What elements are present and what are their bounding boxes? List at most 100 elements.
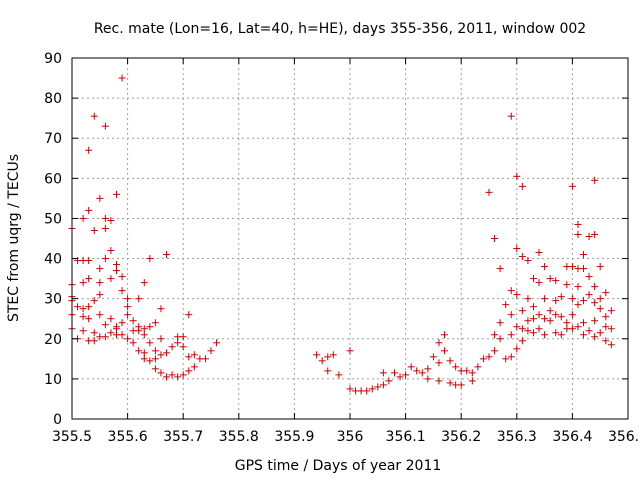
data-point: [329, 351, 337, 359]
data-point: [468, 369, 476, 377]
data-point: [151, 355, 159, 363]
data-point: [168, 343, 176, 351]
x-tick-label: 356.3: [497, 429, 537, 445]
x-tick-label: 356.4: [552, 429, 592, 445]
data-point: [568, 325, 576, 333]
data-point: [118, 74, 126, 82]
data-point: [507, 287, 515, 295]
y-axis-label: STEC from uqrg / TECUs: [6, 154, 22, 322]
data-point: [541, 315, 549, 323]
data-point: [496, 319, 504, 327]
data-point: [363, 387, 371, 395]
data-point: [446, 379, 454, 387]
data-point: [513, 323, 521, 331]
data-point: [591, 317, 599, 325]
data-point: [602, 323, 610, 331]
data-point: [213, 339, 221, 347]
data-point: [124, 295, 132, 303]
data-point: [74, 303, 82, 311]
data-point: [568, 182, 576, 190]
data-point: [368, 385, 376, 393]
data-point: [140, 325, 148, 333]
data-point: [418, 369, 426, 377]
data-point: [518, 182, 526, 190]
data-point: [557, 313, 565, 321]
data-point: [85, 315, 93, 323]
data-point: [163, 251, 171, 259]
data-point: [90, 297, 98, 305]
data-point: [441, 331, 449, 339]
data-point: [129, 317, 137, 325]
data-point: [580, 331, 588, 339]
data-point: [313, 351, 321, 359]
y-tick-label: 90: [44, 51, 62, 67]
data-point: [513, 245, 521, 253]
x-tick-label: 356.5: [608, 429, 640, 445]
data-point: [146, 255, 154, 263]
data-point: [574, 323, 582, 331]
data-point: [101, 214, 109, 222]
data-point: [513, 345, 521, 353]
data-point: [602, 337, 610, 345]
data-point: [96, 291, 104, 299]
data-point: [513, 291, 521, 299]
data-point: [507, 331, 515, 339]
data-point: [168, 371, 176, 379]
data-point: [90, 226, 98, 234]
data-point: [157, 369, 165, 377]
data-point: [585, 273, 593, 281]
data-point: [535, 311, 543, 319]
data-point: [591, 176, 599, 184]
data-point: [90, 112, 98, 120]
data-point: [529, 315, 537, 323]
data-point: [402, 371, 410, 379]
data-point: [591, 230, 599, 238]
data-point: [190, 351, 198, 359]
data-point: [607, 307, 615, 315]
y-tick-label: 0: [53, 412, 62, 428]
data-point: [468, 377, 476, 385]
data-point: [79, 313, 87, 321]
y-tick-label: 50: [44, 211, 62, 227]
data-point: [518, 325, 526, 333]
data-point: [557, 293, 565, 301]
data-point: [146, 357, 154, 365]
data-point: [602, 313, 610, 321]
data-point: [491, 331, 499, 339]
data-point: [435, 339, 443, 347]
data-point: [79, 327, 87, 335]
data-point: [163, 349, 171, 357]
data-point: [324, 353, 332, 361]
data-point: [496, 265, 504, 273]
data-point: [563, 281, 571, 289]
data-point: [146, 323, 154, 331]
y-tick-label: 40: [44, 252, 62, 268]
data-point: [529, 303, 537, 311]
data-point: [574, 301, 582, 309]
data-point: [524, 257, 532, 265]
data-point: [101, 224, 109, 232]
x-tick-label: 356.2: [441, 429, 481, 445]
data-point: [463, 367, 471, 375]
data-point: [591, 283, 599, 291]
data-point: [135, 347, 143, 355]
data-point: [507, 353, 515, 361]
data-point: [174, 339, 182, 347]
data-point: [118, 319, 126, 327]
data-point: [129, 339, 137, 347]
data-point: [201, 355, 209, 363]
data-point: [491, 347, 499, 355]
data-point: [140, 349, 148, 357]
data-point: [552, 297, 560, 305]
data-point: [424, 365, 432, 373]
data-point: [580, 319, 588, 327]
data-point: [435, 359, 443, 367]
x-tick-label: 355.6: [108, 429, 148, 445]
data-point: [485, 353, 493, 361]
data-point: [146, 339, 154, 347]
x-tick-label: 355.9: [274, 429, 314, 445]
data-point: [318, 357, 326, 365]
data-point: [107, 329, 115, 337]
data-point: [596, 305, 604, 313]
data-point: [574, 230, 582, 238]
